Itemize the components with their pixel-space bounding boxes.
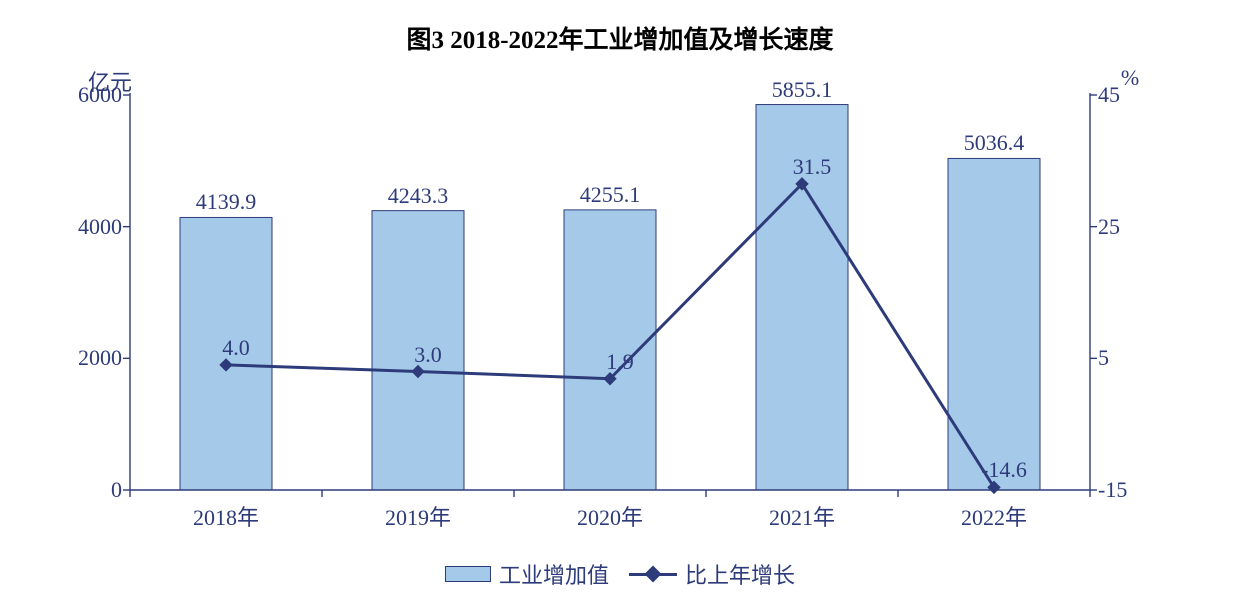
right-axis-title: %: [1121, 65, 1139, 91]
category-label: 2019年: [385, 500, 451, 532]
legend-label-bars: 工业增加值: [499, 558, 609, 590]
bar-value-label: 5855.1: [772, 77, 833, 103]
right-axis-tick: -15: [1098, 477, 1127, 503]
category-label: 2020年: [577, 500, 643, 532]
line-value-label: 3.0: [414, 342, 442, 368]
right-axis-tick: 5: [1098, 345, 1109, 371]
category-label: 2018年: [193, 500, 259, 532]
legend-swatch-bar: [445, 566, 491, 582]
category-label: 2022年: [961, 500, 1027, 532]
bar: [948, 158, 1040, 490]
bar-value-label: 4255.1: [580, 182, 641, 208]
line-value-label: 1.9: [606, 349, 634, 375]
line-value-label: -14.6: [981, 457, 1027, 483]
left-axis-tick: 4000: [78, 214, 122, 240]
legend-label-line: 比上年增长: [685, 558, 795, 590]
chart-container: 图3 2018-2022年工业增加值及增长速度 亿元0200040006000%…: [0, 0, 1240, 600]
category-label: 2021年: [769, 500, 835, 532]
left-axis-tick: 2000: [78, 345, 122, 371]
line-value-label: 31.5: [793, 154, 832, 180]
bar-value-label: 5036.4: [964, 130, 1025, 156]
left-axis-tick: 0: [111, 477, 122, 503]
bar-value-label: 4139.9: [196, 189, 257, 215]
chart-legend: 工业增加值 比上年增长: [445, 558, 795, 590]
legend-item-line: 比上年增长: [629, 558, 795, 590]
left-axis-tick: 6000: [78, 82, 122, 108]
bar-value-label: 4243.3: [388, 183, 449, 209]
legend-item-bars: 工业增加值: [445, 558, 609, 590]
legend-swatch-line: [629, 567, 677, 581]
line-value-label: 4.0: [222, 335, 250, 361]
right-axis-tick: 45: [1098, 82, 1120, 108]
right-axis-tick: 25: [1098, 214, 1120, 240]
